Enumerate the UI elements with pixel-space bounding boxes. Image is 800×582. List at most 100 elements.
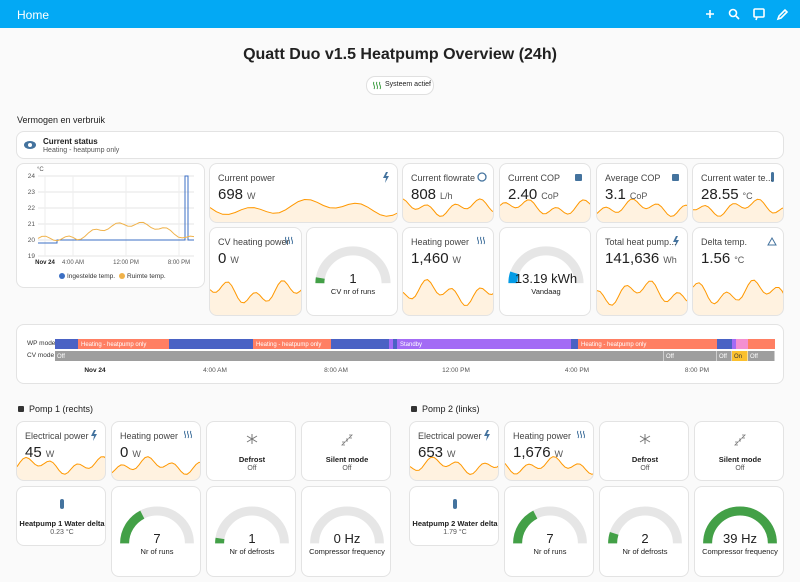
sparkline-line [17,456,105,475]
sensor-tile[interactable]: Average COP 3.1 CoP [596,163,688,223]
tile-unit: W [447,449,456,459]
sparkline-area [210,280,301,315]
gauge-fill [608,532,619,544]
sensor-tile[interactable]: Heating power 1,460 W [402,227,494,316]
tile-value: 653 [418,444,444,461]
timeline-card[interactable]: WP mode CV mode Heating - heatpump only Hea… [16,324,784,384]
gauge-tile[interactable]: 13.19 kWh Vandaag [499,227,591,316]
tile-value: 0 [218,250,227,267]
sparkline-line [500,199,590,215]
sensor-tile[interactable]: Current power 698 W [209,163,398,223]
tile-unit: W [247,191,256,201]
gauge-value: 1 [349,271,357,287]
sparkline [210,280,301,315]
tile-value-row: 3.1 CoP [605,186,647,204]
legend-label: Ruimte temp. [127,273,166,280]
cv-segment [55,351,664,361]
gauge-value: 7 [153,531,161,547]
status-badge[interactable]: Systeem actief [366,76,434,95]
gauge-value: 2 [641,531,649,547]
sparkline [410,456,498,480]
delta-tile[interactable]: Heatpump 1 Water delta 0.23 °C [16,486,106,546]
setpoint-line [38,175,194,244]
entity-icon [383,172,389,183]
gauge-fill [513,510,538,544]
wp-segment [701,339,717,349]
wp-segment [331,339,389,349]
segment-label: Off [57,354,65,360]
gauge-value: 39 Hz [723,531,757,547]
y-unit: °C [37,167,44,173]
gauge [703,506,777,544]
sensor-tile[interactable]: CV heating power 0 W [209,227,302,316]
gauge-tile[interactable]: 7 Nr of runs [504,486,594,577]
sensor-tile[interactable]: Current water te... 28.55 °C [692,163,784,223]
y-tick-label: 24 [28,173,36,180]
entity-icon [476,236,486,245]
wp-segment [169,339,253,349]
sensor-tile[interactable]: Heating power 1,676 W [504,421,594,481]
badge-icon [372,81,382,90]
entity-icon [673,236,679,247]
sensor-tile[interactable]: Delta temp. 1.56 °C [692,227,784,316]
tile-value: 1.56 [701,250,731,267]
gauge [508,246,584,284]
gauge-tile[interactable]: 1 Nr of defrosts [206,486,296,577]
gauge-tile[interactable]: 0 Hz Compressor frequency [301,486,391,577]
x-tick-label: 4:00 PM [565,367,589,374]
x-tick-label: 12:00 PM [442,367,470,374]
sparkline-line [505,456,593,475]
delta-tile[interactable]: Heatpump 2 Water delta 1.79 °C [409,486,499,546]
tile-name: CV heating power [218,237,290,247]
sparkline-area [500,199,590,222]
wp-segment [736,339,748,349]
icon-shape [771,172,774,182]
gauge-track [315,246,391,284]
sensor-tile[interactable]: Current flowrate 808 L/h [402,163,494,223]
sensor-tile[interactable]: Electrical power 653 W [409,421,499,481]
header-icons[interactable] [0,0,800,28]
legend-swatch [119,273,125,279]
tile-unit: L/h [440,191,453,201]
segment-label: Off [750,354,758,360]
gauge [315,246,391,284]
sparkline-area [403,198,493,222]
sensor-tile[interactable]: Electrical power 45 W [16,421,106,481]
delta-icon [453,499,457,509]
tile-value: 1,460 [411,250,449,267]
sparkline [597,280,687,315]
gauge [608,506,682,544]
sparkline [17,456,105,480]
state-name: Defrost [631,455,659,464]
icon-shape [183,430,193,439]
state-tile[interactable]: Defrost Off [206,421,296,481]
state-tile[interactable]: Silent mode Off [694,421,784,481]
icon-shape [60,499,64,509]
gauge-tile[interactable]: 7 Nr of runs [111,486,201,577]
state-icon [639,434,651,444]
sensor-tile[interactable]: Total heat pump... 141,636 Wh [596,227,688,316]
state-tile[interactable]: Defrost Off [599,421,689,481]
status-card[interactable]: Current status Heating - heatpump only [16,131,784,159]
state-tile[interactable]: Silent mode Off [301,421,391,481]
gauge-tile[interactable]: 39 Hz Compressor frequency [694,486,784,577]
gauge-value: 13.19 kWh [514,271,578,287]
state-name: Silent mode [325,455,369,464]
cv-segment [717,351,732,361]
sensor-tile[interactable]: Heating power 0 W [111,421,201,481]
icon-shape [639,434,651,444]
tile-name: Delta temp. [701,237,748,247]
temperature-chart-card[interactable]: °C 19 20 21 22 23 24 Nov 24 4:00 AM 12:00 PM 8:00 … [16,163,205,288]
sparkline-line [403,279,493,306]
gauge-tile[interactable]: 2 Nr of defrosts [599,486,689,577]
tile-value-row: 141,636 Wh [605,250,677,268]
sparkline-area [410,457,498,480]
sparkline-line [403,198,493,217]
header-title: Home [17,8,50,22]
timeline-chart: WP mode CV mode Heating - heatpump only Hea… [27,339,775,374]
gauge-tile[interactable]: 1 CV nr of runs [306,227,398,316]
sensor-tile[interactable]: Current COP 2.40 CoP [499,163,591,223]
tile-value: 141,636 [605,250,660,267]
